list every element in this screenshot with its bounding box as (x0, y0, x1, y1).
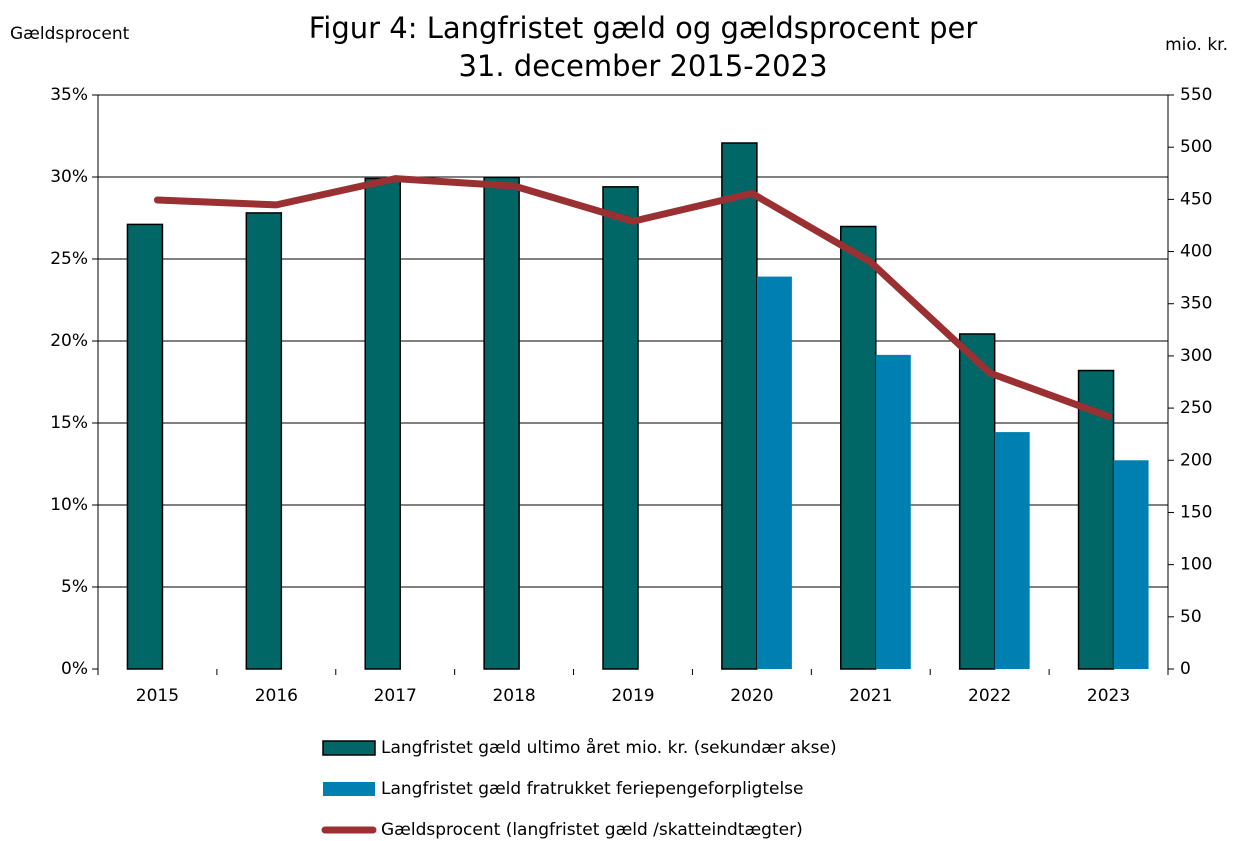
y-tick-label: 25% (50, 249, 88, 269)
y-tick-label: 15% (50, 413, 88, 433)
x-tick-label: 2021 (849, 686, 892, 706)
legend-swatch (323, 782, 375, 796)
y-tick-label: 30% (50, 167, 88, 187)
bar (364, 177, 401, 670)
y2-tick-label: 150 (1180, 502, 1212, 522)
x-tick-label: 2018 (492, 686, 535, 706)
bar (126, 223, 164, 670)
bar (994, 432, 1030, 669)
y-tick-label: 0% (61, 659, 88, 679)
y2-tick-label: 0 (1180, 659, 1191, 679)
y2-tick-label: 550 (1180, 85, 1212, 105)
bar (245, 212, 283, 670)
y2-tick-label: 200 (1180, 450, 1212, 470)
x-tick-label: 2023 (1087, 686, 1130, 706)
x-tick-label: 2017 (374, 686, 417, 706)
y2-tick-label: 350 (1180, 294, 1212, 314)
x-tick-label: 2022 (968, 686, 1011, 706)
bar (958, 333, 996, 670)
x-tick-label: 2019 (611, 686, 654, 706)
bar (875, 354, 911, 669)
chart-title: Figur 4: Langfristet gæld og gældsprocen… (309, 11, 978, 45)
bar (840, 225, 877, 670)
y-tick-label: 5% (61, 577, 88, 597)
y-tick-label: 35% (50, 85, 88, 105)
bar (756, 276, 792, 669)
bar (483, 176, 520, 670)
bar (1113, 460, 1149, 669)
bar (602, 186, 639, 670)
bar (1077, 369, 1115, 670)
y2-tick-label: 500 (1180, 137, 1212, 157)
y-tick-label: 10% (50, 495, 88, 515)
legend-label: Gældsprocent (langfristet gæld /skattein… (381, 820, 803, 840)
y2-tick-label: 300 (1180, 346, 1212, 366)
bar (721, 142, 758, 670)
y2-tick-label: 400 (1180, 242, 1212, 262)
y2-axis-label: mio. kr. (1165, 35, 1228, 55)
y2-tick-label: 450 (1180, 189, 1212, 209)
y2-tick-label: 100 (1180, 555, 1212, 575)
chart-title: 31. december 2015-2023 (458, 49, 827, 83)
legend-label: Langfristet gæld fratrukket feriepengefo… (381, 779, 804, 799)
legend-label: Langfristet gæld ultimo året mio. kr. (s… (381, 737, 837, 758)
x-tick-label: 2020 (730, 686, 773, 706)
y-axis-label: Gældsprocent (10, 24, 130, 44)
x-tick-label: 2015 (136, 686, 179, 706)
y2-tick-label: 250 (1180, 398, 1212, 418)
legend-swatch (322, 740, 376, 756)
line (153, 175, 1113, 420)
x-tick-label: 2016 (255, 686, 298, 706)
y-tick-label: 20% (50, 331, 88, 351)
y2-tick-label: 50 (1180, 607, 1202, 627)
